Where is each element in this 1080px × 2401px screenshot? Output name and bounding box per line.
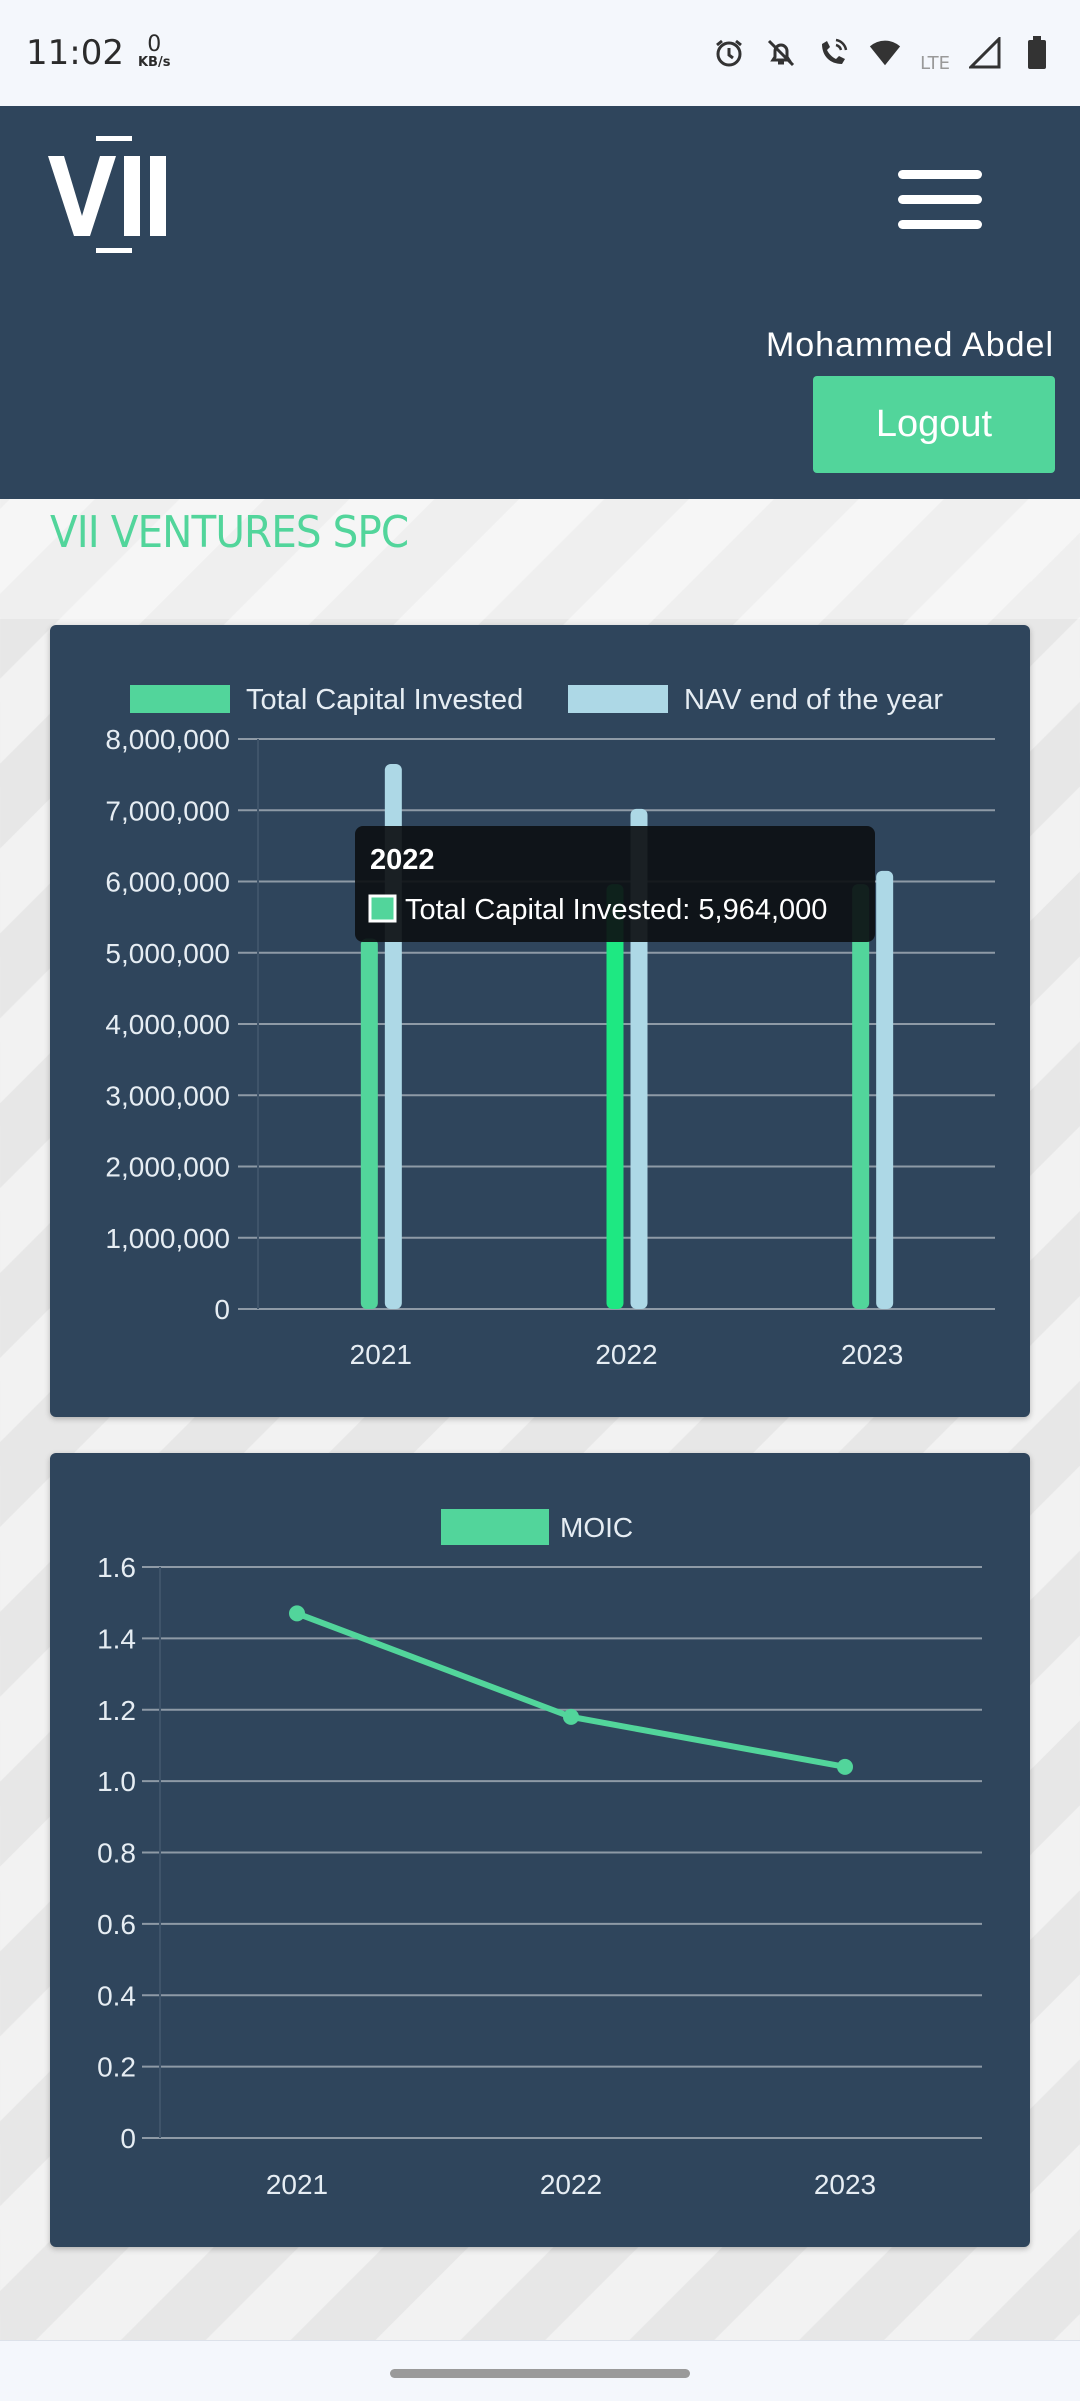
bar-nav-end-of-the-year-2023 xyxy=(876,870,894,1309)
y-tick-label: 1.0 xyxy=(97,1766,136,1797)
y-tick-label: 8,000,000 xyxy=(105,724,230,755)
tooltip-title: 2022 xyxy=(370,844,435,876)
home-indicator[interactable] xyxy=(390,2369,690,2378)
alarm-icon xyxy=(712,36,746,70)
y-tick-label: 1.6 xyxy=(97,1552,136,1583)
company-section: VII VENTURES SPC xyxy=(0,499,1080,619)
tooltip-label: Total Capital Invested: 5,964,000 xyxy=(405,894,827,926)
app-header: Mohammed Abdel Logout xyxy=(0,106,1080,499)
y-tick-label: 0 xyxy=(120,2123,136,2154)
y-tick-label: 0.6 xyxy=(97,1909,136,1940)
capital-nav-chart-card: Total Capital Invested NAV end of the yea… xyxy=(50,625,1030,1417)
status-bar: 11:02 0 KB/s LTE xyxy=(0,0,1080,106)
bar-total-capital-invested-2021 xyxy=(360,938,378,1309)
x-tick-label: 2022 xyxy=(595,1339,657,1370)
y-tick-label: 0.8 xyxy=(97,1838,136,1869)
moic-line-chart[interactable]: MOIC 1.6 1.4 1.2 1.0 0.8 0.6 0.4 0.2 0 2021 2022 202… xyxy=(50,1453,1030,2247)
legend-label-0: Total Capital Invested xyxy=(246,684,523,716)
network-type: LTE xyxy=(920,52,950,74)
y-tick-label: 5,000,000 xyxy=(105,938,230,969)
x-tick-label: 2023 xyxy=(814,2169,876,2200)
legend-label-moic: MOIC xyxy=(560,1512,633,1543)
y-tick-label: 2,000,000 xyxy=(105,1152,230,1183)
y-tick-label: 1.2 xyxy=(97,1695,136,1726)
network-speed-unit: KB/s xyxy=(137,55,171,70)
y-tick-label: 3,000,000 xyxy=(105,1080,230,1111)
user-name: Mohammed Abdel xyxy=(765,326,1054,364)
status-time: 11:02 xyxy=(26,33,124,73)
tooltip-box xyxy=(355,826,875,942)
tooltip-swatch xyxy=(368,894,397,923)
x-tick-label: 2021 xyxy=(266,2169,328,2200)
legend-swatch-moic xyxy=(441,1509,549,1545)
moic-point-2023 xyxy=(837,1758,853,1775)
legend-label-1: NAV end of the year xyxy=(684,684,943,716)
y-tick-label: 0 xyxy=(214,1294,230,1325)
x-tick-label: 2023 xyxy=(841,1339,903,1370)
bar-total-capital-invested-2022 xyxy=(606,884,624,1309)
logout-button[interactable]: Logout xyxy=(813,376,1055,473)
legend-swatch-1 xyxy=(568,685,668,713)
y-tick-label: 7,000,000 xyxy=(105,795,230,826)
x-tick-label: 2022 xyxy=(540,2169,602,2200)
moic-point-2021 xyxy=(289,1605,305,1622)
hamburger-menu-icon[interactable] xyxy=(898,170,982,230)
y-tick-label: 6,000,000 xyxy=(105,867,230,898)
moic-chart-card: MOIC 1.6 1.4 1.2 1.0 0.8 0.6 0.4 0.2 0 2021 2022 202… xyxy=(50,1453,1030,2247)
vii-logo[interactable] xyxy=(48,136,178,256)
y-tick-label: 0.2 xyxy=(97,2052,136,2083)
bell-off-icon xyxy=(764,36,798,70)
y-tick-label: 1.4 xyxy=(97,1623,136,1654)
wifi-call-icon xyxy=(816,36,850,70)
moic-point-2022 xyxy=(563,1708,579,1725)
legend-swatch-0 xyxy=(130,685,230,713)
y-tick-label: 0.4 xyxy=(97,1980,136,2011)
wifi-icon xyxy=(868,36,902,70)
battery-icon xyxy=(1020,36,1054,70)
chart-tooltip: 2022 Total Capital Invested: 5,964,000 xyxy=(355,826,875,942)
navigation-bar xyxy=(0,2340,1080,2401)
moic-line xyxy=(295,1610,846,1770)
y-tick-label: 1,000,000 xyxy=(105,1223,230,1254)
bar-total-capital-invested-2023 xyxy=(852,884,870,1309)
network-speed-value: 0 xyxy=(147,32,162,57)
company-name: VII VENTURES SPC xyxy=(50,507,409,558)
x-tick-label: 2021 xyxy=(350,1339,412,1370)
capital-nav-bar-chart[interactable]: Total Capital Invested NAV end of the yea… xyxy=(50,625,1030,1417)
network-speed: 0 KB/s xyxy=(137,32,171,70)
y-tick-label: 4,000,000 xyxy=(105,1009,230,1040)
signal-icon xyxy=(968,36,1002,70)
